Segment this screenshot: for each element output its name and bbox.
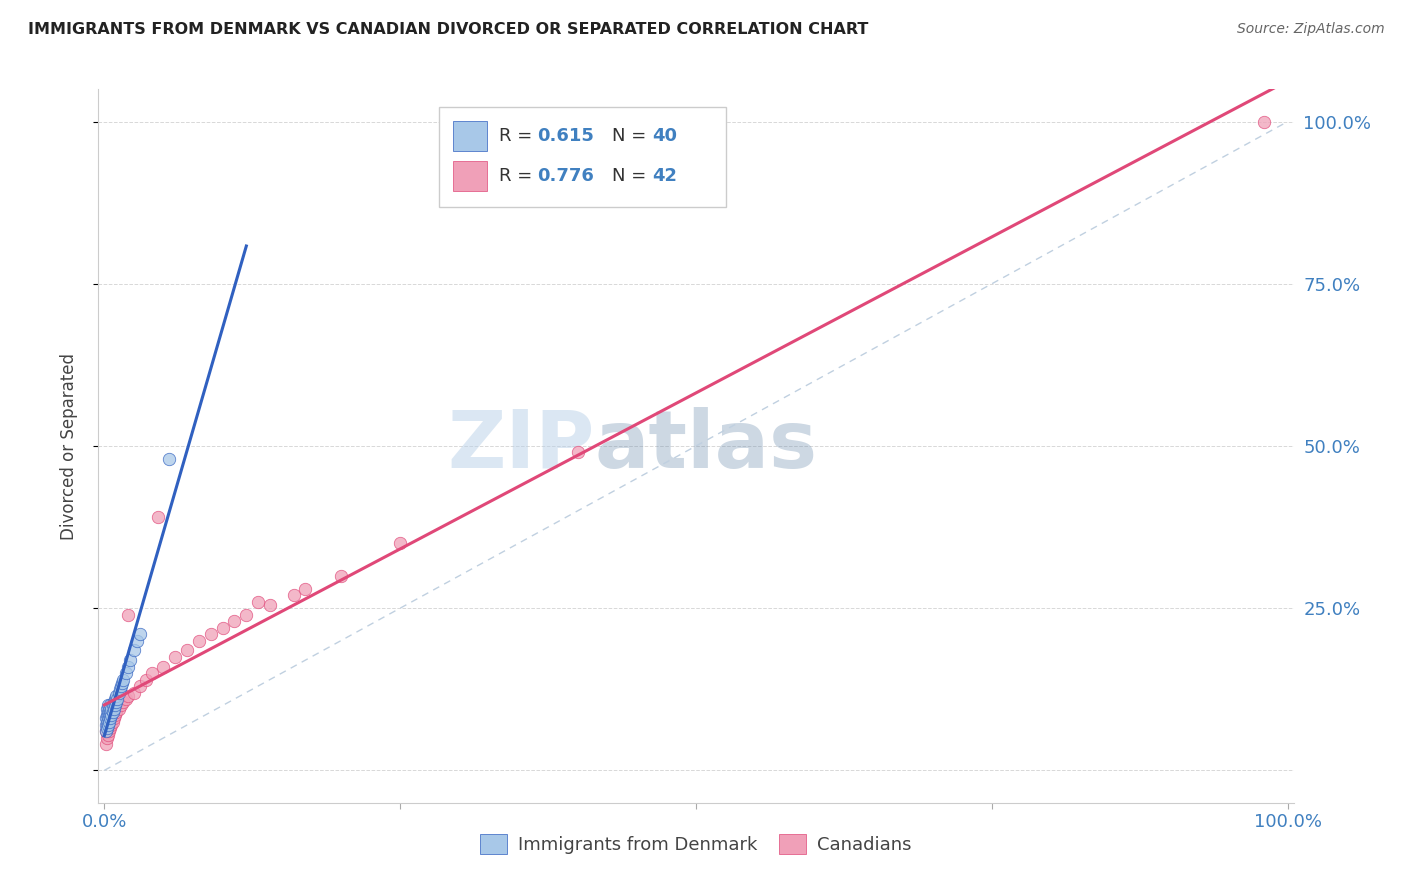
Point [1253,114,1275,128]
Point [128,627,150,641]
Text: IMMIGRANTS FROM DENMARK VS CANADIAN DIVORCED OR SEPARATED CORRELATION CHART: IMMIGRANTS FROM DENMARK VS CANADIAN DIVO… [28,22,869,37]
Point [105,705,128,719]
Point [105,695,128,709]
Point [117,689,139,703]
Point [96,702,118,716]
Point [100,708,122,723]
Point [96,708,118,723]
Point [146,510,169,524]
Point [98,698,121,713]
Point [176,643,198,657]
Point [98,714,121,729]
Point [97,728,120,742]
Point [294,582,316,596]
Point [120,653,142,667]
Text: 0.776: 0.776 [537,168,593,186]
Text: R =: R = [499,128,537,145]
Point [96,718,118,732]
Bar [453,161,486,191]
Point [104,708,127,723]
Point [107,685,129,699]
Legend: Immigrants from Denmark, Canadians: Immigrants from Denmark, Canadians [472,827,920,862]
Text: atlas: atlas [595,407,817,485]
Point [108,682,131,697]
Point [157,452,180,467]
Point [94,718,117,732]
Point [141,666,163,681]
Point [259,598,281,612]
Point [389,536,412,550]
Point [152,659,174,673]
Point [98,708,121,723]
Point [112,673,135,687]
Point [101,698,124,713]
Point [111,675,134,690]
Point [165,649,187,664]
Point [98,702,121,716]
Point [97,711,120,725]
Point [96,714,118,729]
Point [110,679,132,693]
Point [101,714,124,729]
Point [104,692,127,706]
Bar [439,107,725,207]
Point [200,627,222,641]
Point [103,695,125,709]
Point [98,711,121,725]
Point [567,445,589,459]
Point [94,724,117,739]
Point [247,595,270,609]
Point [94,738,117,752]
Point [98,708,121,723]
Point [98,711,121,725]
Point [122,685,145,699]
Text: 0.615: 0.615 [537,128,593,145]
Point [224,614,246,628]
Point [105,692,128,706]
Point [97,718,120,732]
Point [103,702,125,716]
Point [211,621,233,635]
Text: Source: ZipAtlas.com: Source: ZipAtlas.com [1237,22,1385,37]
Point [283,588,305,602]
Point [98,721,121,735]
Point [107,702,129,716]
Point [100,702,122,716]
Point [188,633,211,648]
Point [235,607,257,622]
Point [104,698,127,713]
Text: N =: N = [613,128,652,145]
Point [105,689,128,703]
Bar [453,121,486,152]
Point [98,705,121,719]
Point [127,633,149,648]
Text: ZIP: ZIP [447,407,595,485]
Point [112,695,135,709]
Point [114,666,136,681]
Text: R =: R = [499,168,537,186]
Point [96,731,118,745]
Point [97,705,120,719]
Point [100,718,122,732]
Point [97,714,120,729]
Point [96,721,118,735]
Point [330,568,353,582]
Point [103,711,125,725]
Point [122,643,145,657]
Text: N =: N = [613,168,652,186]
Y-axis label: Divorced or Separated: Divorced or Separated [59,352,77,540]
Point [114,692,136,706]
Text: 42: 42 [652,168,676,186]
Point [97,698,120,713]
Point [94,711,117,725]
Point [128,679,150,693]
Point [110,698,132,713]
Text: 40: 40 [652,128,676,145]
Point [98,724,121,739]
Point [117,607,139,622]
Point [117,659,139,673]
Point [101,705,124,719]
Point [94,724,117,739]
Point [135,673,157,687]
